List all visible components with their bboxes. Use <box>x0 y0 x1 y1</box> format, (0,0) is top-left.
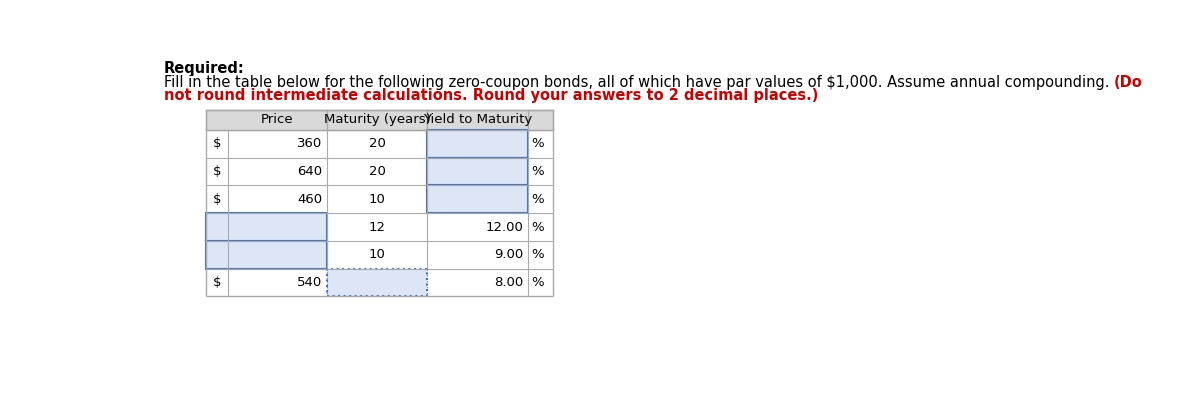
Text: Yield to Maturity: Yield to Maturity <box>424 114 533 126</box>
Text: 10: 10 <box>368 248 385 261</box>
Bar <box>206 241 326 269</box>
Text: 640: 640 <box>296 165 322 178</box>
Text: %: % <box>532 193 544 206</box>
Text: 460: 460 <box>296 193 322 206</box>
Text: %: % <box>532 220 544 233</box>
Text: (Do: (Do <box>1114 74 1142 89</box>
Text: 12: 12 <box>368 220 385 233</box>
Text: 8.00: 8.00 <box>494 276 523 289</box>
Text: $: $ <box>212 137 221 150</box>
Text: 9.00: 9.00 <box>494 248 523 261</box>
Text: 10: 10 <box>368 193 385 206</box>
Bar <box>326 269 427 296</box>
Text: %: % <box>532 276 544 289</box>
Text: 360: 360 <box>296 137 322 150</box>
Text: $: $ <box>212 193 221 206</box>
Text: 540: 540 <box>296 276 322 289</box>
Text: Price: Price <box>260 114 294 126</box>
Text: 12.00: 12.00 <box>486 220 523 233</box>
Bar <box>427 130 528 158</box>
Text: $: $ <box>212 165 221 178</box>
Bar <box>206 213 326 241</box>
Text: Maturity (years): Maturity (years) <box>324 114 431 126</box>
Text: %: % <box>532 165 544 178</box>
Bar <box>427 158 528 186</box>
Bar <box>427 186 528 213</box>
Text: Fill in the table below for the following zero-coupon bonds, all of which have p: Fill in the table below for the followin… <box>164 74 1114 89</box>
Text: 20: 20 <box>368 137 385 150</box>
Text: %: % <box>532 248 544 261</box>
Text: Required:: Required: <box>164 61 245 76</box>
Text: not round intermediate calculations. Round your answers to 2 decimal places.): not round intermediate calculations. Rou… <box>164 89 818 104</box>
Bar <box>206 110 553 296</box>
Text: 20: 20 <box>368 165 385 178</box>
Text: %: % <box>532 137 544 150</box>
Text: $: $ <box>212 276 221 289</box>
Bar <box>206 110 553 130</box>
